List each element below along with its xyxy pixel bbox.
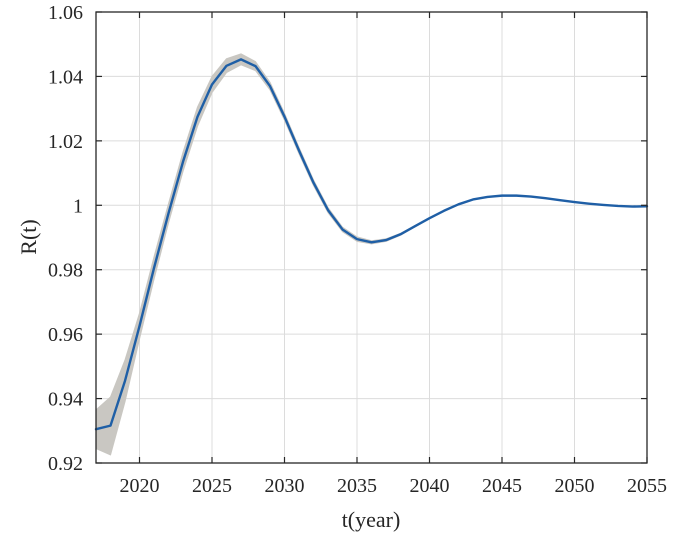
y-tick-label: 0.98 <box>48 260 83 282</box>
x-tick-label: 2055 <box>627 475 667 497</box>
x-tick-label: 2035 <box>337 475 377 497</box>
y-tick-label: 1.04 <box>48 66 83 88</box>
y-tick-label: 0.94 <box>48 389 83 411</box>
x-tick-label: 2040 <box>410 475 450 497</box>
y-axis-ticks: 0.92 0.94 0.96 0.98 1 1.02 1.04 1.06 <box>48 2 647 475</box>
y-axis-title: R(t) <box>16 219 41 254</box>
x-tick-label: 2025 <box>192 475 232 497</box>
series-line <box>94 58 649 431</box>
y-tick-label: 0.96 <box>48 324 83 346</box>
y-tick-label: 1.02 <box>48 131 83 153</box>
x-tick-label: 2020 <box>120 475 160 497</box>
x-axis-title: t(year) <box>342 507 401 532</box>
confidence-band <box>95 53 430 456</box>
y-tick-label: 0.92 <box>48 453 83 475</box>
y-tick-label: 1 <box>73 195 83 217</box>
x-tick-label: 2050 <box>555 475 595 497</box>
uncertainty-band-layer <box>95 53 430 456</box>
series-layer <box>94 58 649 431</box>
grid-lines <box>96 11 648 464</box>
x-tick-label: 2045 <box>482 475 522 497</box>
plot-frame <box>95 11 648 464</box>
x-tick-label: 2030 <box>265 475 305 497</box>
x-axis-ticks: 2020 2025 2030 2035 2040 2045 2050 2055 <box>120 12 667 497</box>
y-tick-label: 1.06 <box>48 2 83 24</box>
